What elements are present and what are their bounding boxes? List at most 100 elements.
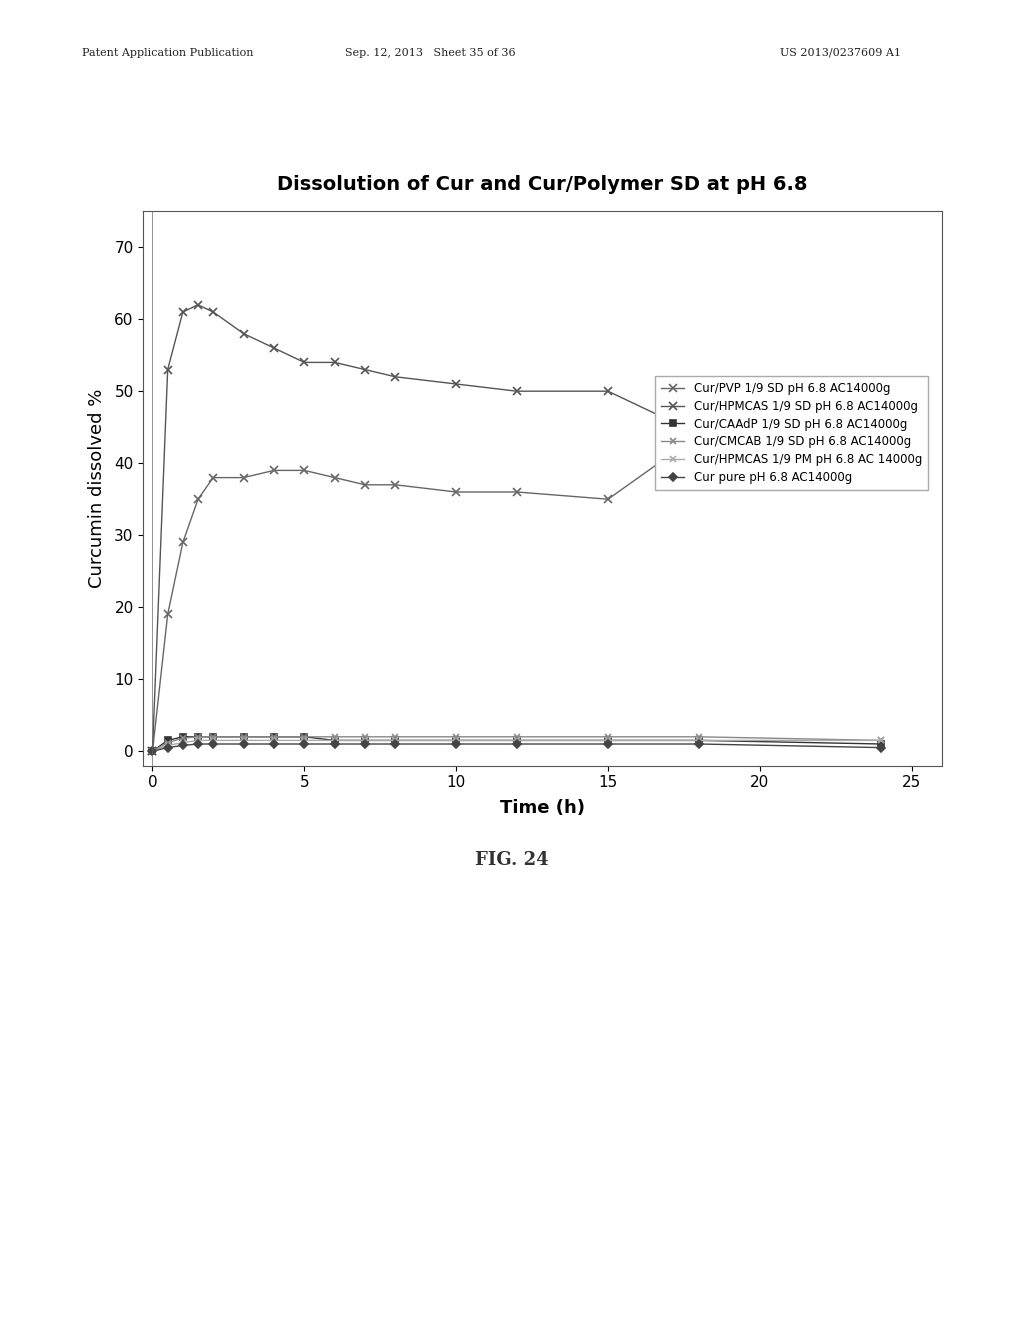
Cur/PVP 1/9 SD pH 6.8 AC14000g <box>268 462 281 478</box>
Cur/CAAdP 1/9 SD pH 6.8 AC14000g <box>876 737 888 752</box>
Text: FIG. 24: FIG. 24 <box>475 851 549 870</box>
Cur/CAAdP 1/9 SD pH 6.8 AC14000g <box>602 733 614 748</box>
Cur/CAAdP 1/9 SD pH 6.8 AC14000g <box>298 729 310 744</box>
Cur/HPMCAS 1/9 SD pH 6.8 AC14000g <box>389 368 401 384</box>
Cur/CMCAB 1/9 SD pH 6.8 AC14000g <box>389 729 401 744</box>
Cur/HPMCAS 1/9 SD pH 6.8 AC14000g <box>329 355 341 371</box>
Title: Dissolution of Cur and Cur/Polymer SD at pH 6.8: Dissolution of Cur and Cur/Polymer SD at… <box>278 176 808 194</box>
Cur pure pH 6.8 AC14000g <box>602 737 614 752</box>
Line: Cur/PVP 1/9 SD pH 6.8 AC14000g: Cur/PVP 1/9 SD pH 6.8 AC14000g <box>148 422 886 755</box>
Cur/HPMCAS 1/9 PM pH 6.8 AC 14000g <box>238 733 250 748</box>
Cur/HPMCAS 1/9 SD pH 6.8 AC14000g <box>207 304 219 319</box>
Cur/CAAdP 1/9 SD pH 6.8 AC14000g <box>191 729 204 744</box>
Cur/HPMCAS 1/9 SD pH 6.8 AC14000g <box>511 383 523 399</box>
Cur pure pH 6.8 AC14000g <box>207 737 219 752</box>
Cur/HPMCAS 1/9 SD pH 6.8 AC14000g <box>146 743 159 759</box>
Cur/CAAdP 1/9 SD pH 6.8 AC14000g <box>359 733 372 748</box>
Legend: Cur/PVP 1/9 SD pH 6.8 AC14000g, Cur/HPMCAS 1/9 SD pH 6.8 AC14000g, Cur/CAAdP 1/9: Cur/PVP 1/9 SD pH 6.8 AC14000g, Cur/HPMC… <box>655 376 928 490</box>
Cur pure pH 6.8 AC14000g <box>389 737 401 752</box>
Cur/HPMCAS 1/9 PM pH 6.8 AC 14000g <box>602 733 614 748</box>
Line: Cur pure pH 6.8 AC14000g: Cur pure pH 6.8 AC14000g <box>150 742 884 754</box>
Cur/CAAdP 1/9 SD pH 6.8 AC14000g <box>329 733 341 748</box>
Cur/CAAdP 1/9 SD pH 6.8 AC14000g <box>511 733 523 748</box>
Cur/CAAdP 1/9 SD pH 6.8 AC14000g <box>207 729 219 744</box>
Cur/CMCAB 1/9 SD pH 6.8 AC14000g <box>329 729 341 744</box>
Cur/CMCAB 1/9 SD pH 6.8 AC14000g <box>238 729 250 744</box>
Cur/HPMCAS 1/9 PM pH 6.8 AC 14000g <box>876 733 888 748</box>
Cur/HPMCAS 1/9 SD pH 6.8 AC14000g <box>450 376 462 392</box>
Cur/PVP 1/9 SD pH 6.8 AC14000g <box>162 606 174 622</box>
Cur/PVP 1/9 SD pH 6.8 AC14000g <box>389 477 401 492</box>
Cur/HPMCAS 1/9 PM pH 6.8 AC 14000g <box>146 743 159 759</box>
Cur/HPMCAS 1/9 SD pH 6.8 AC14000g <box>177 304 189 319</box>
Line: Cur/HPMCAS 1/9 PM pH 6.8 AC 14000g: Cur/HPMCAS 1/9 PM pH 6.8 AC 14000g <box>150 737 885 755</box>
Cur/CMCAB 1/9 SD pH 6.8 AC14000g <box>207 729 219 744</box>
Cur/HPMCAS 1/9 SD pH 6.8 AC14000g <box>238 326 250 342</box>
Cur/PVP 1/9 SD pH 6.8 AC14000g <box>298 462 310 478</box>
Cur/HPMCAS 1/9 PM pH 6.8 AC 14000g <box>359 733 372 748</box>
Cur pure pH 6.8 AC14000g <box>693 737 706 752</box>
Cur/CAAdP 1/9 SD pH 6.8 AC14000g <box>450 733 462 748</box>
Cur/HPMCAS 1/9 SD pH 6.8 AC14000g <box>191 297 204 313</box>
Cur/CMCAB 1/9 SD pH 6.8 AC14000g <box>162 735 174 751</box>
Cur/PVP 1/9 SD pH 6.8 AC14000g <box>602 491 614 507</box>
Cur/PVP 1/9 SD pH 6.8 AC14000g <box>876 420 888 436</box>
Cur/CMCAB 1/9 SD pH 6.8 AC14000g <box>268 729 281 744</box>
Cur/CAAdP 1/9 SD pH 6.8 AC14000g <box>177 729 189 744</box>
Cur/CAAdP 1/9 SD pH 6.8 AC14000g <box>162 733 174 748</box>
Cur/CMCAB 1/9 SD pH 6.8 AC14000g <box>177 730 189 746</box>
Cur/HPMCAS 1/9 PM pH 6.8 AC 14000g <box>693 733 706 748</box>
Cur pure pH 6.8 AC14000g <box>329 737 341 752</box>
Cur/HPMCAS 1/9 PM pH 6.8 AC 14000g <box>268 733 281 748</box>
Cur pure pH 6.8 AC14000g <box>191 737 204 752</box>
Line: Cur/HPMCAS 1/9 SD pH 6.8 AC14000g: Cur/HPMCAS 1/9 SD pH 6.8 AC14000g <box>148 301 886 755</box>
Cur/CMCAB 1/9 SD pH 6.8 AC14000g <box>359 729 372 744</box>
Cur/PVP 1/9 SD pH 6.8 AC14000g <box>238 470 250 486</box>
Cur/CAAdP 1/9 SD pH 6.8 AC14000g <box>389 733 401 748</box>
Cur/HPMCAS 1/9 PM pH 6.8 AC 14000g <box>389 733 401 748</box>
Cur/CMCAB 1/9 SD pH 6.8 AC14000g <box>602 729 614 744</box>
Cur/PVP 1/9 SD pH 6.8 AC14000g <box>191 491 204 507</box>
Cur/HPMCAS 1/9 SD pH 6.8 AC14000g <box>693 426 706 442</box>
Cur/HPMCAS 1/9 SD pH 6.8 AC14000g <box>602 383 614 399</box>
Y-axis label: Curcumin dissolved %: Curcumin dissolved % <box>88 388 105 589</box>
Cur pure pH 6.8 AC14000g <box>238 737 250 752</box>
Cur/HPMCAS 1/9 PM pH 6.8 AC 14000g <box>298 733 310 748</box>
Cur/PVP 1/9 SD pH 6.8 AC14000g <box>146 743 159 759</box>
Cur/PVP 1/9 SD pH 6.8 AC14000g <box>450 484 462 500</box>
Text: Patent Application Publication: Patent Application Publication <box>82 48 253 58</box>
Cur pure pH 6.8 AC14000g <box>298 737 310 752</box>
Cur/HPMCAS 1/9 SD pH 6.8 AC14000g <box>162 362 174 378</box>
Cur/CMCAB 1/9 SD pH 6.8 AC14000g <box>450 729 462 744</box>
Cur pure pH 6.8 AC14000g <box>268 737 281 752</box>
Cur/CMCAB 1/9 SD pH 6.8 AC14000g <box>511 729 523 744</box>
Cur pure pH 6.8 AC14000g <box>511 737 523 752</box>
Cur/PVP 1/9 SD pH 6.8 AC14000g <box>329 470 341 486</box>
Cur/HPMCAS 1/9 PM pH 6.8 AC 14000g <box>207 733 219 748</box>
Cur/CMCAB 1/9 SD pH 6.8 AC14000g <box>876 733 888 748</box>
Cur/HPMCAS 1/9 PM pH 6.8 AC 14000g <box>450 733 462 748</box>
Cur pure pH 6.8 AC14000g <box>177 738 189 754</box>
Cur pure pH 6.8 AC14000g <box>146 743 159 759</box>
Cur/CMCAB 1/9 SD pH 6.8 AC14000g <box>191 729 204 744</box>
Cur/HPMCAS 1/9 PM pH 6.8 AC 14000g <box>511 733 523 748</box>
Cur pure pH 6.8 AC14000g <box>162 739 174 755</box>
Cur pure pH 6.8 AC14000g <box>450 737 462 752</box>
Cur/PVP 1/9 SD pH 6.8 AC14000g <box>359 477 372 492</box>
X-axis label: Time (h): Time (h) <box>500 799 586 817</box>
Cur/PVP 1/9 SD pH 6.8 AC14000g <box>511 484 523 500</box>
Cur/CMCAB 1/9 SD pH 6.8 AC14000g <box>693 729 706 744</box>
Text: Sep. 12, 2013   Sheet 35 of 36: Sep. 12, 2013 Sheet 35 of 36 <box>345 48 515 58</box>
Cur/HPMCAS 1/9 SD pH 6.8 AC14000g <box>876 434 888 450</box>
Cur/PVP 1/9 SD pH 6.8 AC14000g <box>207 470 219 486</box>
Cur/CMCAB 1/9 SD pH 6.8 AC14000g <box>298 729 310 744</box>
Cur/CMCAB 1/9 SD pH 6.8 AC14000g <box>146 743 159 759</box>
Cur/HPMCAS 1/9 PM pH 6.8 AC 14000g <box>162 738 174 754</box>
Cur/CAAdP 1/9 SD pH 6.8 AC14000g <box>693 733 706 748</box>
Line: Cur/CAAdP 1/9 SD pH 6.8 AC14000g: Cur/CAAdP 1/9 SD pH 6.8 AC14000g <box>150 734 885 755</box>
Cur/PVP 1/9 SD pH 6.8 AC14000g <box>177 535 189 550</box>
Line: Cur/CMCAB 1/9 SD pH 6.8 AC14000g: Cur/CMCAB 1/9 SD pH 6.8 AC14000g <box>150 734 885 755</box>
Cur/HPMCAS 1/9 SD pH 6.8 AC14000g <box>359 362 372 378</box>
Cur/CAAdP 1/9 SD pH 6.8 AC14000g <box>146 743 159 759</box>
Cur/HPMCAS 1/9 PM pH 6.8 AC 14000g <box>191 733 204 748</box>
